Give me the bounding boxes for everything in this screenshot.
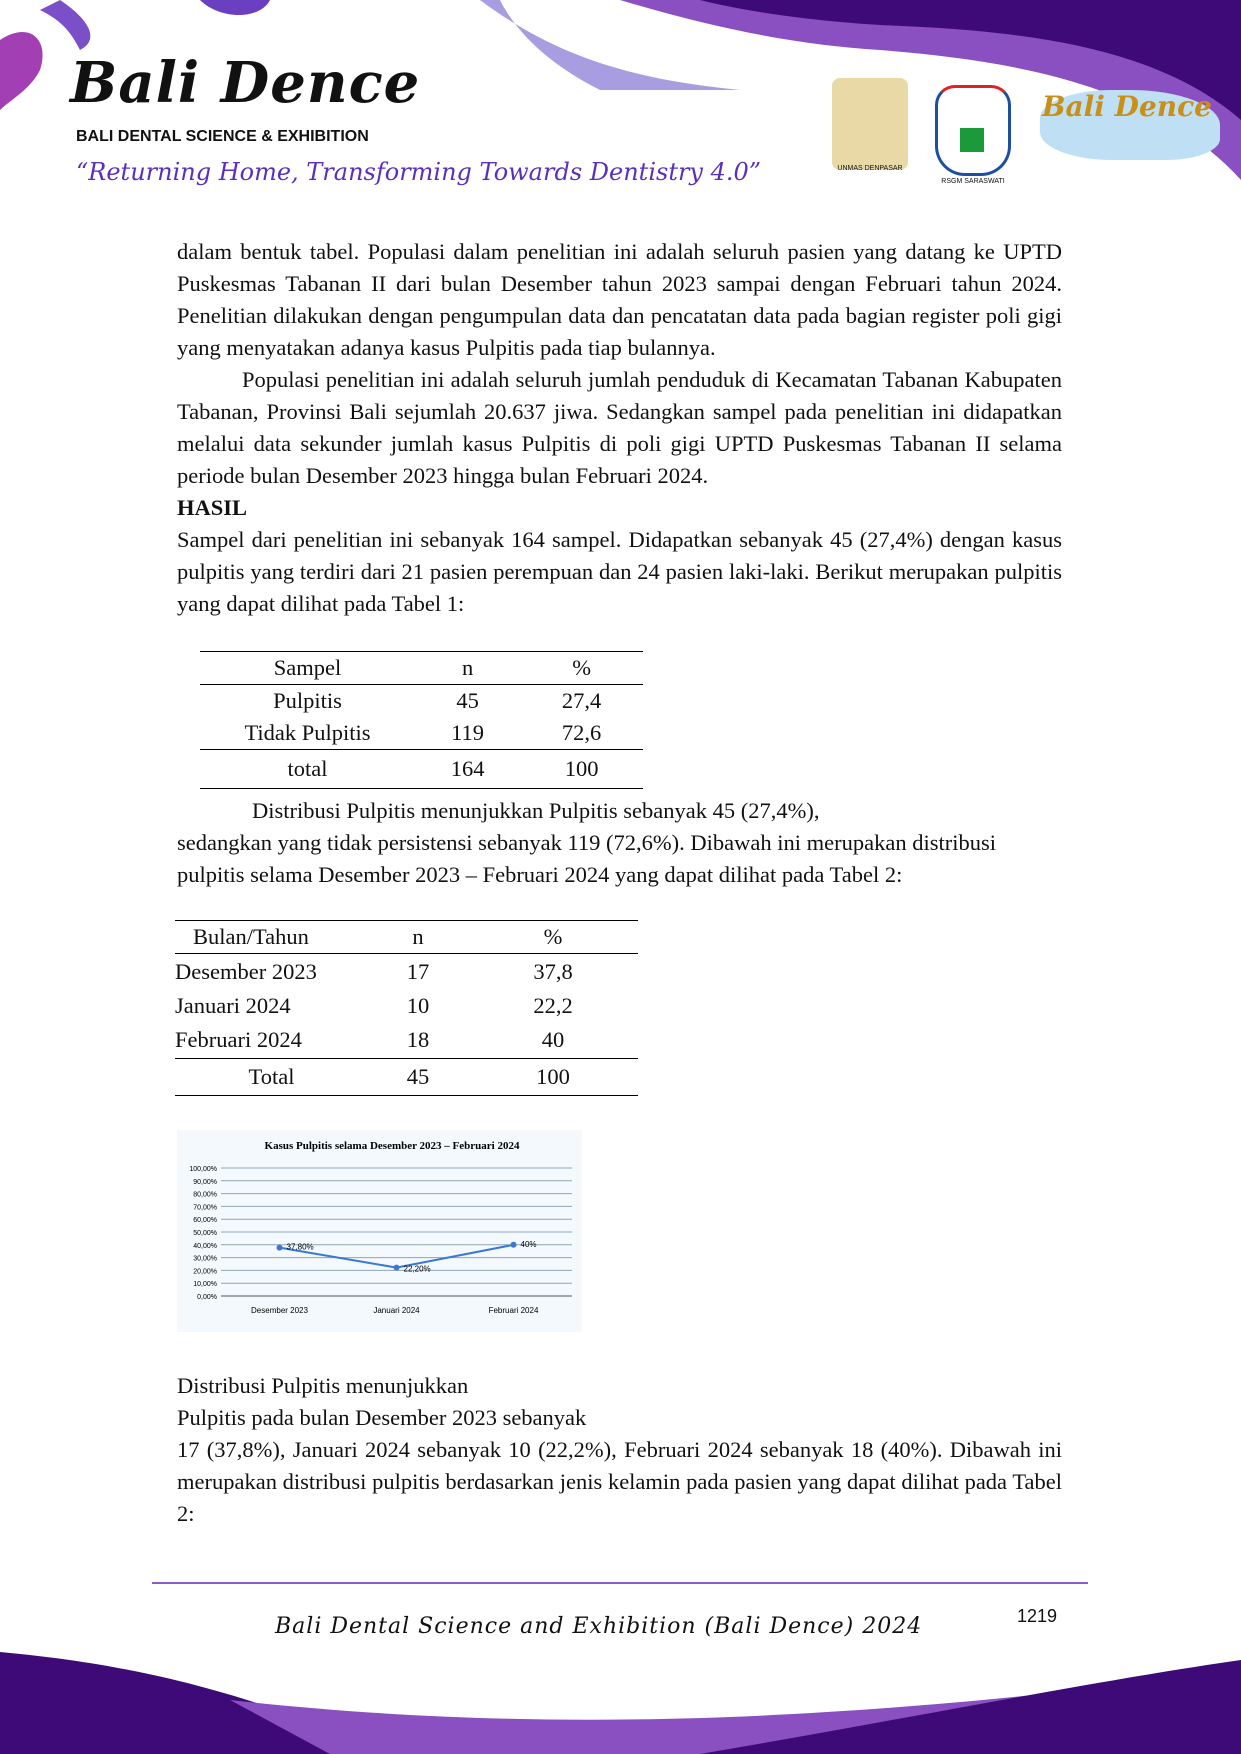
- paragraph-distribution-1b: sedangkan yang tidak persistensi sebanya…: [177, 830, 996, 887]
- table-row: Januari 2024 10 22,2: [175, 993, 573, 1018]
- data-point: [393, 1264, 400, 1271]
- line-chart: Kasus Pulpitis selama Desember 2023 – Fe…: [177, 1130, 582, 1332]
- paragraph-methods: dalam bentuk tabel. Populasi dalam penel…: [177, 239, 1062, 360]
- data-label: 37,80%: [287, 1243, 314, 1252]
- footer-divider: [152, 1582, 1088, 1584]
- table-2: Bulan/Tahun n% Desember 2023 17 37,8 Januar…: [175, 920, 638, 1096]
- data-point: [510, 1241, 517, 1248]
- footer-text: Bali Dental Science and Exhibition (Bali…: [275, 1614, 923, 1639]
- x-tick-label: Desember 2023: [251, 1306, 308, 1315]
- table-total-row: Total 45 100: [175, 1059, 638, 1096]
- rsgm-saraswati-logo: RSGM SARASWATI: [935, 85, 1011, 185]
- bali-dence-logo: Bali Dence: [70, 50, 421, 116]
- paragraph-results: Sampel dari penelitian ini sebanyak 164 …: [177, 527, 1062, 616]
- data-label: 40%: [521, 1240, 537, 1249]
- paragraph-distribution-1a: Distribusi Pulpitis menunjukkan Pulpitis…: [252, 798, 820, 823]
- event-tagline: “Returning Home, Transforming Towards De…: [76, 158, 762, 186]
- y-tick-label: 70,00%: [193, 1204, 217, 1211]
- table-row: Februari 2024 18 40: [175, 1022, 638, 1059]
- heading-hasil: HASIL: [177, 495, 248, 520]
- event-subtitle: BALI DENTAL SCIENCE & EXHIBITION: [76, 128, 369, 145]
- y-tick-label: 40,00%: [193, 1243, 217, 1250]
- y-tick-label: 80,00%: [193, 1192, 217, 1199]
- y-tick-label: 20,00%: [193, 1268, 217, 1275]
- table-row: Pulpitis 45 27,4: [273, 688, 602, 713]
- table-row: Tidak Pulpitis 119 72,6: [200, 717, 643, 750]
- bali-dence-badge-logo: Bali Dence: [1040, 90, 1220, 160]
- x-tick-label: Februari 2024: [489, 1306, 539, 1315]
- paragraph-distribution-2a: Distribusi Pulpitis menunjukkan: [177, 1373, 469, 1398]
- footer-wave-decoration: [0, 1652, 1241, 1754]
- y-tick-label: 0,00%: [197, 1294, 217, 1301]
- table-header-row: Sampel n%: [200, 651, 643, 685]
- y-tick-label: 50,00%: [193, 1230, 217, 1237]
- table-1: Sampel n% Pulpitis 45 27,4 Tidak Pulpitis 11…: [200, 651, 643, 789]
- paragraph-distribution-2c: 17 (37,8%), Januari 2024 sebanyak 10 (22…: [177, 1437, 1062, 1526]
- x-tick-label: Januari 2024: [373, 1306, 420, 1315]
- series-line: [279, 1243, 514, 1269]
- y-tick-label: 10,00%: [193, 1281, 217, 1288]
- table-total-row: total 164 100: [200, 750, 643, 789]
- data-label: 22,20%: [404, 1265, 431, 1274]
- paragraph-distribution-2b: Pulpitis pada bulan Desember 2023 sebany…: [177, 1405, 587, 1430]
- table-header-row: Bulan/Tahun n%: [175, 920, 638, 954]
- paragraph-population: Populasi penelitian ini adalah seluruh j…: [177, 367, 1062, 488]
- page-number: 1219: [1017, 1606, 1058, 1626]
- y-tick-label: 60,00%: [193, 1217, 217, 1224]
- chart-title: Kasus Pulpitis selama Desember 2023 – Fe…: [265, 1140, 520, 1152]
- y-tick-label: 30,00%: [193, 1256, 217, 1263]
- y-tick-label: 100,00%: [189, 1166, 217, 1173]
- data-point: [276, 1244, 283, 1251]
- header-wave-decoration: [0, 0, 1241, 180]
- table-row: Desember 2023 17 37,8: [175, 959, 573, 984]
- y-tick-label: 90,00%: [193, 1179, 217, 1186]
- unmas-logo: UNMAS DENPASAR: [832, 78, 908, 172]
